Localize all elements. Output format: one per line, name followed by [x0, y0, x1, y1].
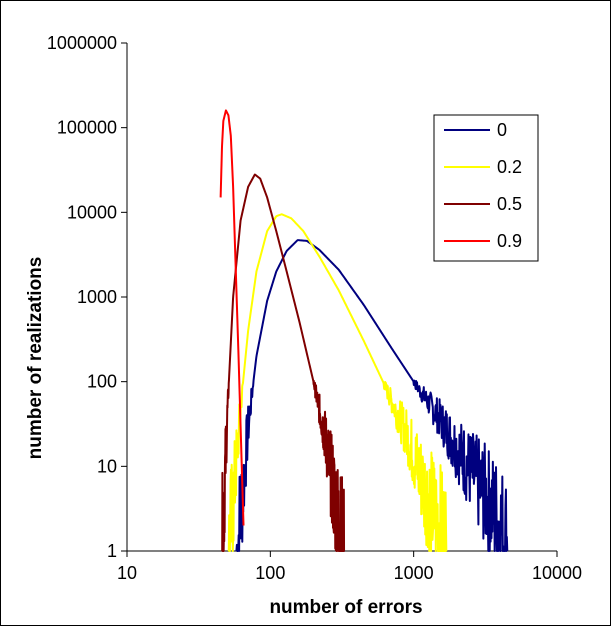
- x-tick-label: 10000: [532, 563, 582, 583]
- legend: 0 0.2 0.5 0.9: [433, 114, 539, 262]
- x-tick-label: 1000: [394, 563, 434, 583]
- x-tick-label: 100: [255, 563, 285, 583]
- legend-label: 0.2: [497, 157, 522, 177]
- y-tick-label: 100000: [57, 118, 117, 138]
- y-tick-label: 1: [107, 541, 117, 561]
- legend-box: [433, 114, 539, 262]
- y-tick-label: 1000: [77, 287, 117, 307]
- legend-label: 0: [497, 120, 507, 140]
- x-tick-label: 10: [117, 563, 137, 583]
- y-axis-title: number of realizations: [25, 257, 46, 460]
- y-tick-label: 10: [97, 456, 117, 476]
- series-line-0.5: [221, 173, 346, 552]
- series-line-0.9: [219, 109, 245, 526]
- series-line-0.2: [227, 213, 448, 552]
- x-axis-title: number of errors: [269, 597, 422, 618]
- series-line-0: [235, 239, 509, 552]
- y-tick-label: 100: [87, 372, 117, 392]
- legend-label: 0.9: [497, 231, 522, 251]
- plot-lines: [219, 109, 509, 552]
- y-tick-label: 1000000: [47, 33, 117, 53]
- legend-label: 0.5: [497, 194, 522, 214]
- y-tick-label: 10000: [67, 202, 117, 222]
